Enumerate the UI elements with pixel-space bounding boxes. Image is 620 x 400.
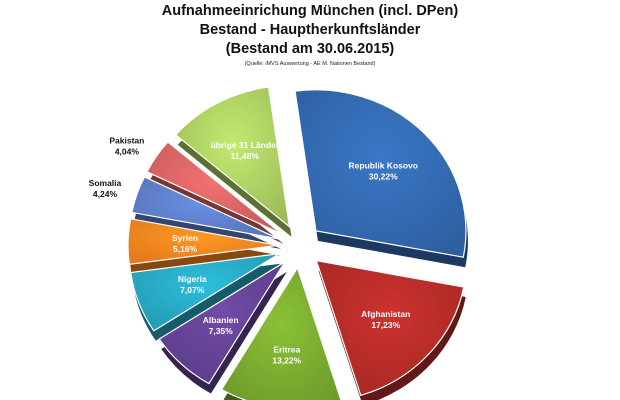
- chart-subtitle: Bestand - Hauptherkunftsländer: [199, 22, 421, 38]
- pie-slices: [127, 86, 468, 400]
- slice-label-8: übrige 31 Länder 11,48%: [211, 140, 280, 161]
- pie-slice-übrige-31-länder: [174, 86, 291, 229]
- slice-label-7: Pakistan 4,04%: [109, 135, 144, 156]
- slice-label-4: Nigeria 7,07%: [178, 274, 207, 295]
- pie-slice-nigeria: [130, 253, 280, 332]
- pie-slice-syrien: [127, 218, 279, 265]
- chart-title: Aufnahmeeinrichung München (incl. DPen): [161, 3, 459, 19]
- slice-label-6: Somalia 4,24%: [89, 178, 122, 199]
- chart-source-note: (Quelle: iMVS Auswertung - AE M. Natione…: [244, 61, 376, 67]
- pie-slice-republik-kosovo: [294, 89, 467, 258]
- chart-title-block: Aufnahmeeinrichung München (incl. DPen) …: [0, 2, 620, 69]
- pie-slice-eritrea: [220, 266, 342, 400]
- pie-slice-albanien: [158, 261, 286, 385]
- slice-label-2: Eritrea 13,22%: [272, 345, 301, 366]
- chart-date-subtitle: (Bestand am 30.06.2015): [225, 41, 395, 57]
- slice-label-0: Republik Kosovo 30,22%: [349, 161, 418, 182]
- pie-labels: Republik Kosovo 30,22% Afghanistan 17,23% Er…: [89, 135, 418, 365]
- slice-label-3: Albanien 7,35%: [203, 315, 239, 336]
- slice-label-5: Syrien 5,16%: [172, 233, 198, 254]
- pie-slice-pakistan: [146, 141, 283, 235]
- pie-slice-afghanistan: [315, 259, 465, 397]
- pie-slice-somalia: [131, 176, 280, 240]
- slice-label-1: Afghanistan 17,23%: [361, 309, 410, 330]
